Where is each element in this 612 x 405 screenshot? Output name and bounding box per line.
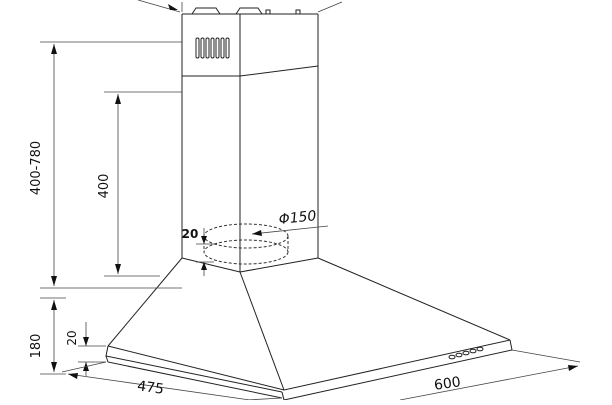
- dimension-hood-height: [40, 297, 66, 375]
- vent-slots: [195, 37, 230, 59]
- label-edge-height: 20: [65, 330, 79, 345]
- label-hood-height: 180: [29, 334, 44, 359]
- control-buttons: [448, 346, 484, 360]
- duct-outlet: [203, 223, 289, 265]
- dimension-edge-height: [78, 322, 106, 376]
- top-dimension-line: [137, 0, 343, 13]
- label-duct-diameter: Φ150: [278, 208, 317, 228]
- dimension-duct-offset: [196, 228, 214, 276]
- dimension-duct-diameter: [251, 225, 329, 236]
- dimension-chimney-height: [104, 91, 182, 277]
- label-total-height: 400-780: [29, 141, 44, 195]
- chimney-upper-section: [181, 7, 319, 76]
- label-duct-offset: 20: [182, 227, 199, 241]
- dimension-depth: [61, 361, 283, 401]
- hood-canopy: [107, 257, 511, 391]
- chimney-lower-section: [181, 65, 319, 272]
- label-depth: 475: [136, 378, 165, 398]
- dimension-total-height: [40, 41, 182, 289]
- label-chimney-height: 400: [97, 174, 112, 199]
- label-width: 600: [433, 374, 462, 394]
- dimension-width: [399, 349, 581, 401]
